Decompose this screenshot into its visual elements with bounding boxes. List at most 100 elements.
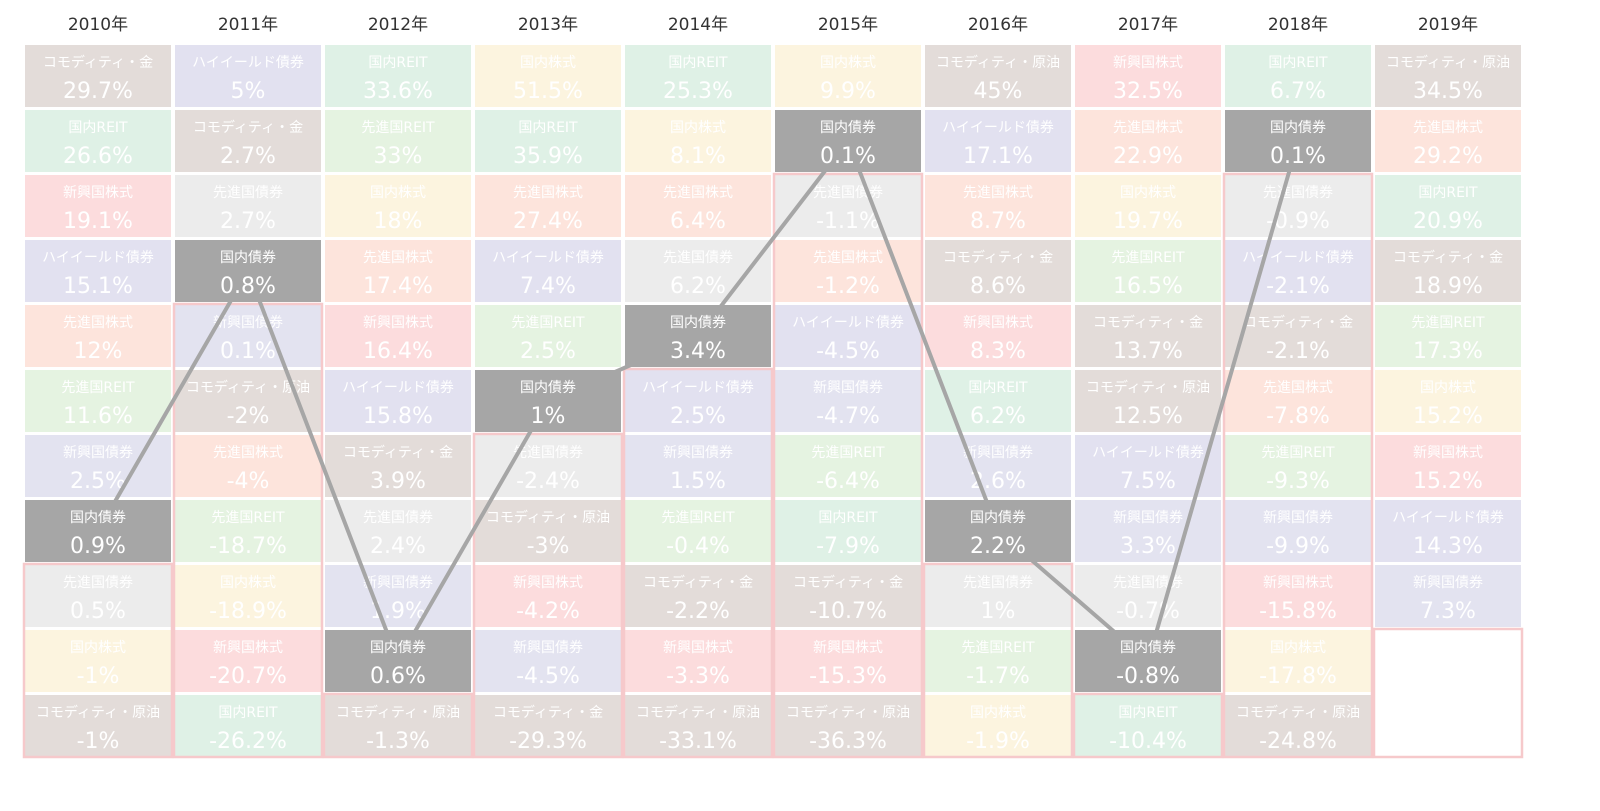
return-value: 0.6% (370, 664, 426, 689)
cell-background (325, 305, 471, 367)
asset-name: 国内債券 (1120, 640, 1176, 656)
asset-cell: ハイイールド債券 -4.5% (775, 305, 921, 367)
asset-cell: 新興国債券 3.3% (1075, 500, 1221, 562)
asset-name: 国内株式 (1270, 640, 1326, 656)
return-value: -1.1% (816, 209, 880, 234)
asset-name: 先進国REIT (511, 315, 585, 331)
year-label: 2015年 (818, 15, 878, 35)
asset-cell: 国内株式 -18.9% (175, 565, 321, 627)
return-value: 51.5% (513, 79, 583, 104)
cell-background (175, 500, 321, 562)
return-value: 17.3% (1413, 339, 1483, 364)
asset-cell: 新興国株式 8.3% (925, 305, 1071, 367)
cell-background (1375, 175, 1521, 237)
cell-background (25, 175, 171, 237)
asset-cell: 国内REIT 25.3% (625, 45, 771, 107)
cell-background (625, 435, 771, 497)
asset-name: 国内REIT (68, 120, 128, 136)
asset-name: 先進国REIT (211, 510, 285, 526)
asset-cell: 国内REIT 26.6% (25, 110, 171, 172)
cell-background (1375, 110, 1521, 172)
return-value: 7.3% (1420, 599, 1476, 624)
return-value: 18% (374, 209, 423, 234)
cell-background (625, 45, 771, 107)
asset-name: 先進国REIT (811, 445, 885, 461)
return-value: -7.9% (816, 534, 880, 559)
return-value: 27.4% (513, 209, 583, 234)
asset-cell: ハイイールド債券 7.4% (475, 240, 621, 302)
cell-background (25, 240, 171, 302)
asset-name: 先進国株式 (213, 445, 283, 461)
cell-background (1375, 305, 1521, 367)
return-value: -7.8% (1266, 404, 1330, 429)
asset-cell: 国内REIT -7.9% (775, 500, 921, 562)
cell-background (175, 435, 321, 497)
return-value: -17.8% (1259, 664, 1337, 689)
asset-name: 新興国債券 (1413, 575, 1483, 591)
asset-cell: 新興国株式 -4.2% (475, 565, 621, 627)
return-value: -3.3% (666, 664, 730, 689)
asset-cell: 先進国REIT -9.3% (1225, 435, 1371, 497)
asset-name: 国内株式 (970, 705, 1026, 721)
cell-background (1375, 240, 1521, 302)
cell-background (1075, 305, 1221, 367)
asset-name: コモディティ・原油 (1386, 54, 1510, 71)
asset-name: 国内債券 (520, 380, 576, 396)
return-value: 1% (981, 599, 1016, 624)
asset-cell: 新興国債券 -9.9% (1225, 500, 1371, 562)
asset-name: 国内債券 (220, 250, 276, 266)
cell-background (475, 695, 621, 757)
asset-name: ハイイールド債券 (342, 380, 454, 396)
return-value: -4.7% (816, 404, 880, 429)
year-label: 2012年 (368, 15, 428, 35)
cell-background (325, 240, 471, 302)
asset-name: ハイイールド債券 (942, 120, 1054, 136)
cell-background (925, 240, 1071, 302)
return-value: 9.9% (820, 79, 876, 104)
return-value: 8.6% (970, 274, 1026, 299)
return-value: -2% (227, 404, 270, 429)
asset-name: 国内REIT (818, 510, 878, 526)
cell-background (1225, 240, 1371, 302)
return-value: -36.3% (809, 729, 887, 754)
return-value: 15.2% (1413, 469, 1483, 494)
asset-cell: コモディティ・金 18.9% (1375, 240, 1521, 302)
asset-name: 先進国REIT (961, 640, 1035, 656)
cell-background (25, 695, 171, 757)
cell-background (1075, 45, 1221, 107)
return-value: 19.1% (63, 209, 133, 234)
year-label: 2018年 (1268, 15, 1328, 35)
asset-name: 先進国株式 (813, 250, 883, 266)
asset-cell: 新興国株式 15.2% (1375, 435, 1521, 497)
cell-background (775, 500, 921, 562)
return-value: 33.6% (363, 79, 433, 104)
cell-background (175, 240, 321, 302)
asset-name: ハイイールド債券 (1092, 445, 1204, 461)
cell-background (1075, 630, 1221, 692)
cell-background (325, 45, 471, 107)
cell-background (775, 630, 921, 692)
return-value: 12.5% (1113, 404, 1183, 429)
return-value: 45% (974, 79, 1023, 104)
asset-name: 新興国債券 (363, 575, 433, 591)
cell-background (325, 370, 471, 432)
cell-background (775, 435, 921, 497)
asset-cell: コモディティ・金 -2.1% (1225, 305, 1371, 367)
asset-name: コモディティ・金 (793, 574, 903, 591)
below-bond-outline (1072, 692, 1224, 759)
cell-background (475, 500, 621, 562)
cell-background (1225, 695, 1371, 757)
return-value: -2.2% (666, 599, 730, 624)
asset-cell: 国内REIT -10.4% (1075, 695, 1221, 757)
cell-background (775, 110, 921, 172)
asset-name: 先進国債券 (963, 575, 1033, 591)
return-value: -0.7% (1116, 599, 1180, 624)
asset-cell: コモディティ・原油 -1% (25, 695, 171, 757)
return-value: 22.9% (1113, 144, 1183, 169)
cell-background (1375, 370, 1521, 432)
cell-background (775, 370, 921, 432)
asset-cell: 国内株式 19.7% (1075, 175, 1221, 237)
asset-name: 先進国REIT (61, 380, 135, 396)
asset-name: 先進国株式 (663, 185, 733, 201)
